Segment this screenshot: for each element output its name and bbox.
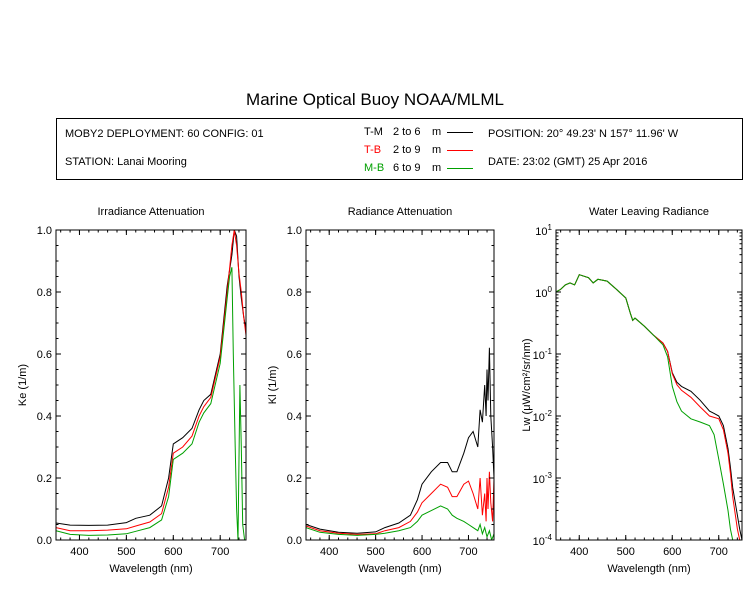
y-tick-label: 101 xyxy=(535,223,552,238)
chart-title: Irradiance Attenuation xyxy=(97,206,204,218)
x-tick-label: 600 xyxy=(663,546,681,558)
plot-frame xyxy=(305,229,495,541)
date-text: DATE: 23:02 (GMT) 25 Apr 2016 xyxy=(488,156,648,168)
y-tick-label: 0.0 xyxy=(287,535,302,547)
legend-unit-mb: m xyxy=(432,162,442,174)
x-axis-label: Wavelength (nm) xyxy=(607,563,690,575)
series-line-t-m xyxy=(306,347,494,534)
y-tick-base: 10 xyxy=(533,474,545,486)
x-tick-label: 700 xyxy=(710,546,728,558)
x-tick-label: 600 xyxy=(164,546,182,558)
y-tick-exp: -4 xyxy=(545,533,553,542)
chart-panel-2: Radiance Attenuation 400 500 600 700 0.0 0.2 0.… xyxy=(267,206,495,575)
y-tick-label: 1.0 xyxy=(37,225,52,237)
x-tick-label: 400 xyxy=(570,546,588,558)
y-axis-label: Kl (1/m) xyxy=(267,366,279,405)
series-line-t-b xyxy=(306,471,494,535)
y-tick-base: 10 xyxy=(533,412,545,424)
legend-line-tb xyxy=(447,150,473,151)
plot-frame xyxy=(55,229,247,541)
y-tick-label: 0.4 xyxy=(287,411,302,423)
x-axis-label: Wavelength (nm) xyxy=(109,563,192,575)
legend-unit-tm: m xyxy=(432,126,442,138)
y-tick-label: 0.4 xyxy=(37,411,52,423)
y-tick-label: 0.2 xyxy=(287,473,302,485)
legend-line-tm xyxy=(447,132,473,133)
y-tick-exp: -1 xyxy=(545,347,553,356)
x-tick-label: 500 xyxy=(366,546,384,558)
x-tick-label: 700 xyxy=(459,546,477,558)
legend-code-tm: T-M xyxy=(364,126,383,138)
y-tick-label: 0.2 xyxy=(37,473,52,485)
y-tick-base: 10 xyxy=(533,536,545,548)
series-line-t-m xyxy=(556,274,742,540)
y-tick-exp: -3 xyxy=(545,471,553,480)
y-tick-label: 0.8 xyxy=(287,287,302,299)
legend-range-tm: 2 to 6 xyxy=(393,126,421,138)
info-box: MOBY2 DEPLOYMENT: 60 CONFIG: 01 STATION:… xyxy=(56,118,743,180)
chart-title: Water Leaving Radiance xyxy=(589,206,709,218)
legend-range-tb: 2 to 9 xyxy=(393,144,421,156)
y-tick-label: 10-4 xyxy=(533,533,553,548)
x-axis-label: Wavelength (nm) xyxy=(358,563,441,575)
chart-title: Radiance Attenuation xyxy=(348,206,453,218)
position-text: POSITION: 20° 49.23' N 157° 11.96' W xyxy=(488,128,679,140)
y-tick-base: 10 xyxy=(533,350,545,362)
page-title: Marine Optical Buoy NOAA/MLML xyxy=(246,90,504,109)
x-tick-label: 500 xyxy=(117,546,135,558)
y-tick-base: 10 xyxy=(535,226,547,238)
y-tick-label: 0.8 xyxy=(37,287,52,299)
y-axis-label: Ke (1/m) xyxy=(17,364,29,406)
legend-line-mb xyxy=(447,168,473,169)
chart-panel-1: Irradiance Attenuation 400 500 600 700 0.0 0.2… xyxy=(17,206,247,575)
y-tick-label: 0.6 xyxy=(37,349,52,361)
y-tick-label: 0.0 xyxy=(37,535,52,547)
series-line-m-b xyxy=(556,274,738,540)
deployment-text: MOBY2 DEPLOYMENT: 60 CONFIG: 01 xyxy=(65,128,264,140)
x-tick-label: 400 xyxy=(320,546,338,558)
y-tick-base: 10 xyxy=(535,288,547,300)
legend-code-tb: T-B xyxy=(364,144,382,156)
legend-code-mb: M-B xyxy=(364,162,385,174)
series-line-t-b xyxy=(56,230,246,532)
y-tick-label: 1.0 xyxy=(287,225,302,237)
y-tick-label: 100 xyxy=(535,285,552,300)
x-tick-label: 700 xyxy=(211,546,229,558)
legend-unit-tb: m xyxy=(432,144,442,156)
series-line-t-m xyxy=(56,230,246,526)
series-line-m-b xyxy=(56,267,246,540)
y-tick-label: 10-2 xyxy=(533,409,553,424)
y-tick-label: 10-3 xyxy=(533,471,553,486)
y-tick-exp: 1 xyxy=(548,223,553,232)
plot-frame xyxy=(555,229,743,541)
station-text: STATION: Lanai Mooring xyxy=(65,156,187,168)
series-line-m-b xyxy=(306,505,494,540)
y-tick-exp: -2 xyxy=(545,409,553,418)
y-tick-label: 0.6 xyxy=(287,349,302,361)
series-line-t-b xyxy=(556,274,742,540)
y-tick-exp: 0 xyxy=(548,285,553,294)
y-axis-label: Lw (μW/cm²/sr/nm) xyxy=(521,338,533,431)
x-tick-label: 400 xyxy=(70,546,88,558)
legend-range-mb: 6 to 9 xyxy=(393,162,421,174)
y-tick-label: 10-1 xyxy=(533,347,553,362)
x-tick-label: 500 xyxy=(617,546,635,558)
x-tick-label: 600 xyxy=(413,546,431,558)
